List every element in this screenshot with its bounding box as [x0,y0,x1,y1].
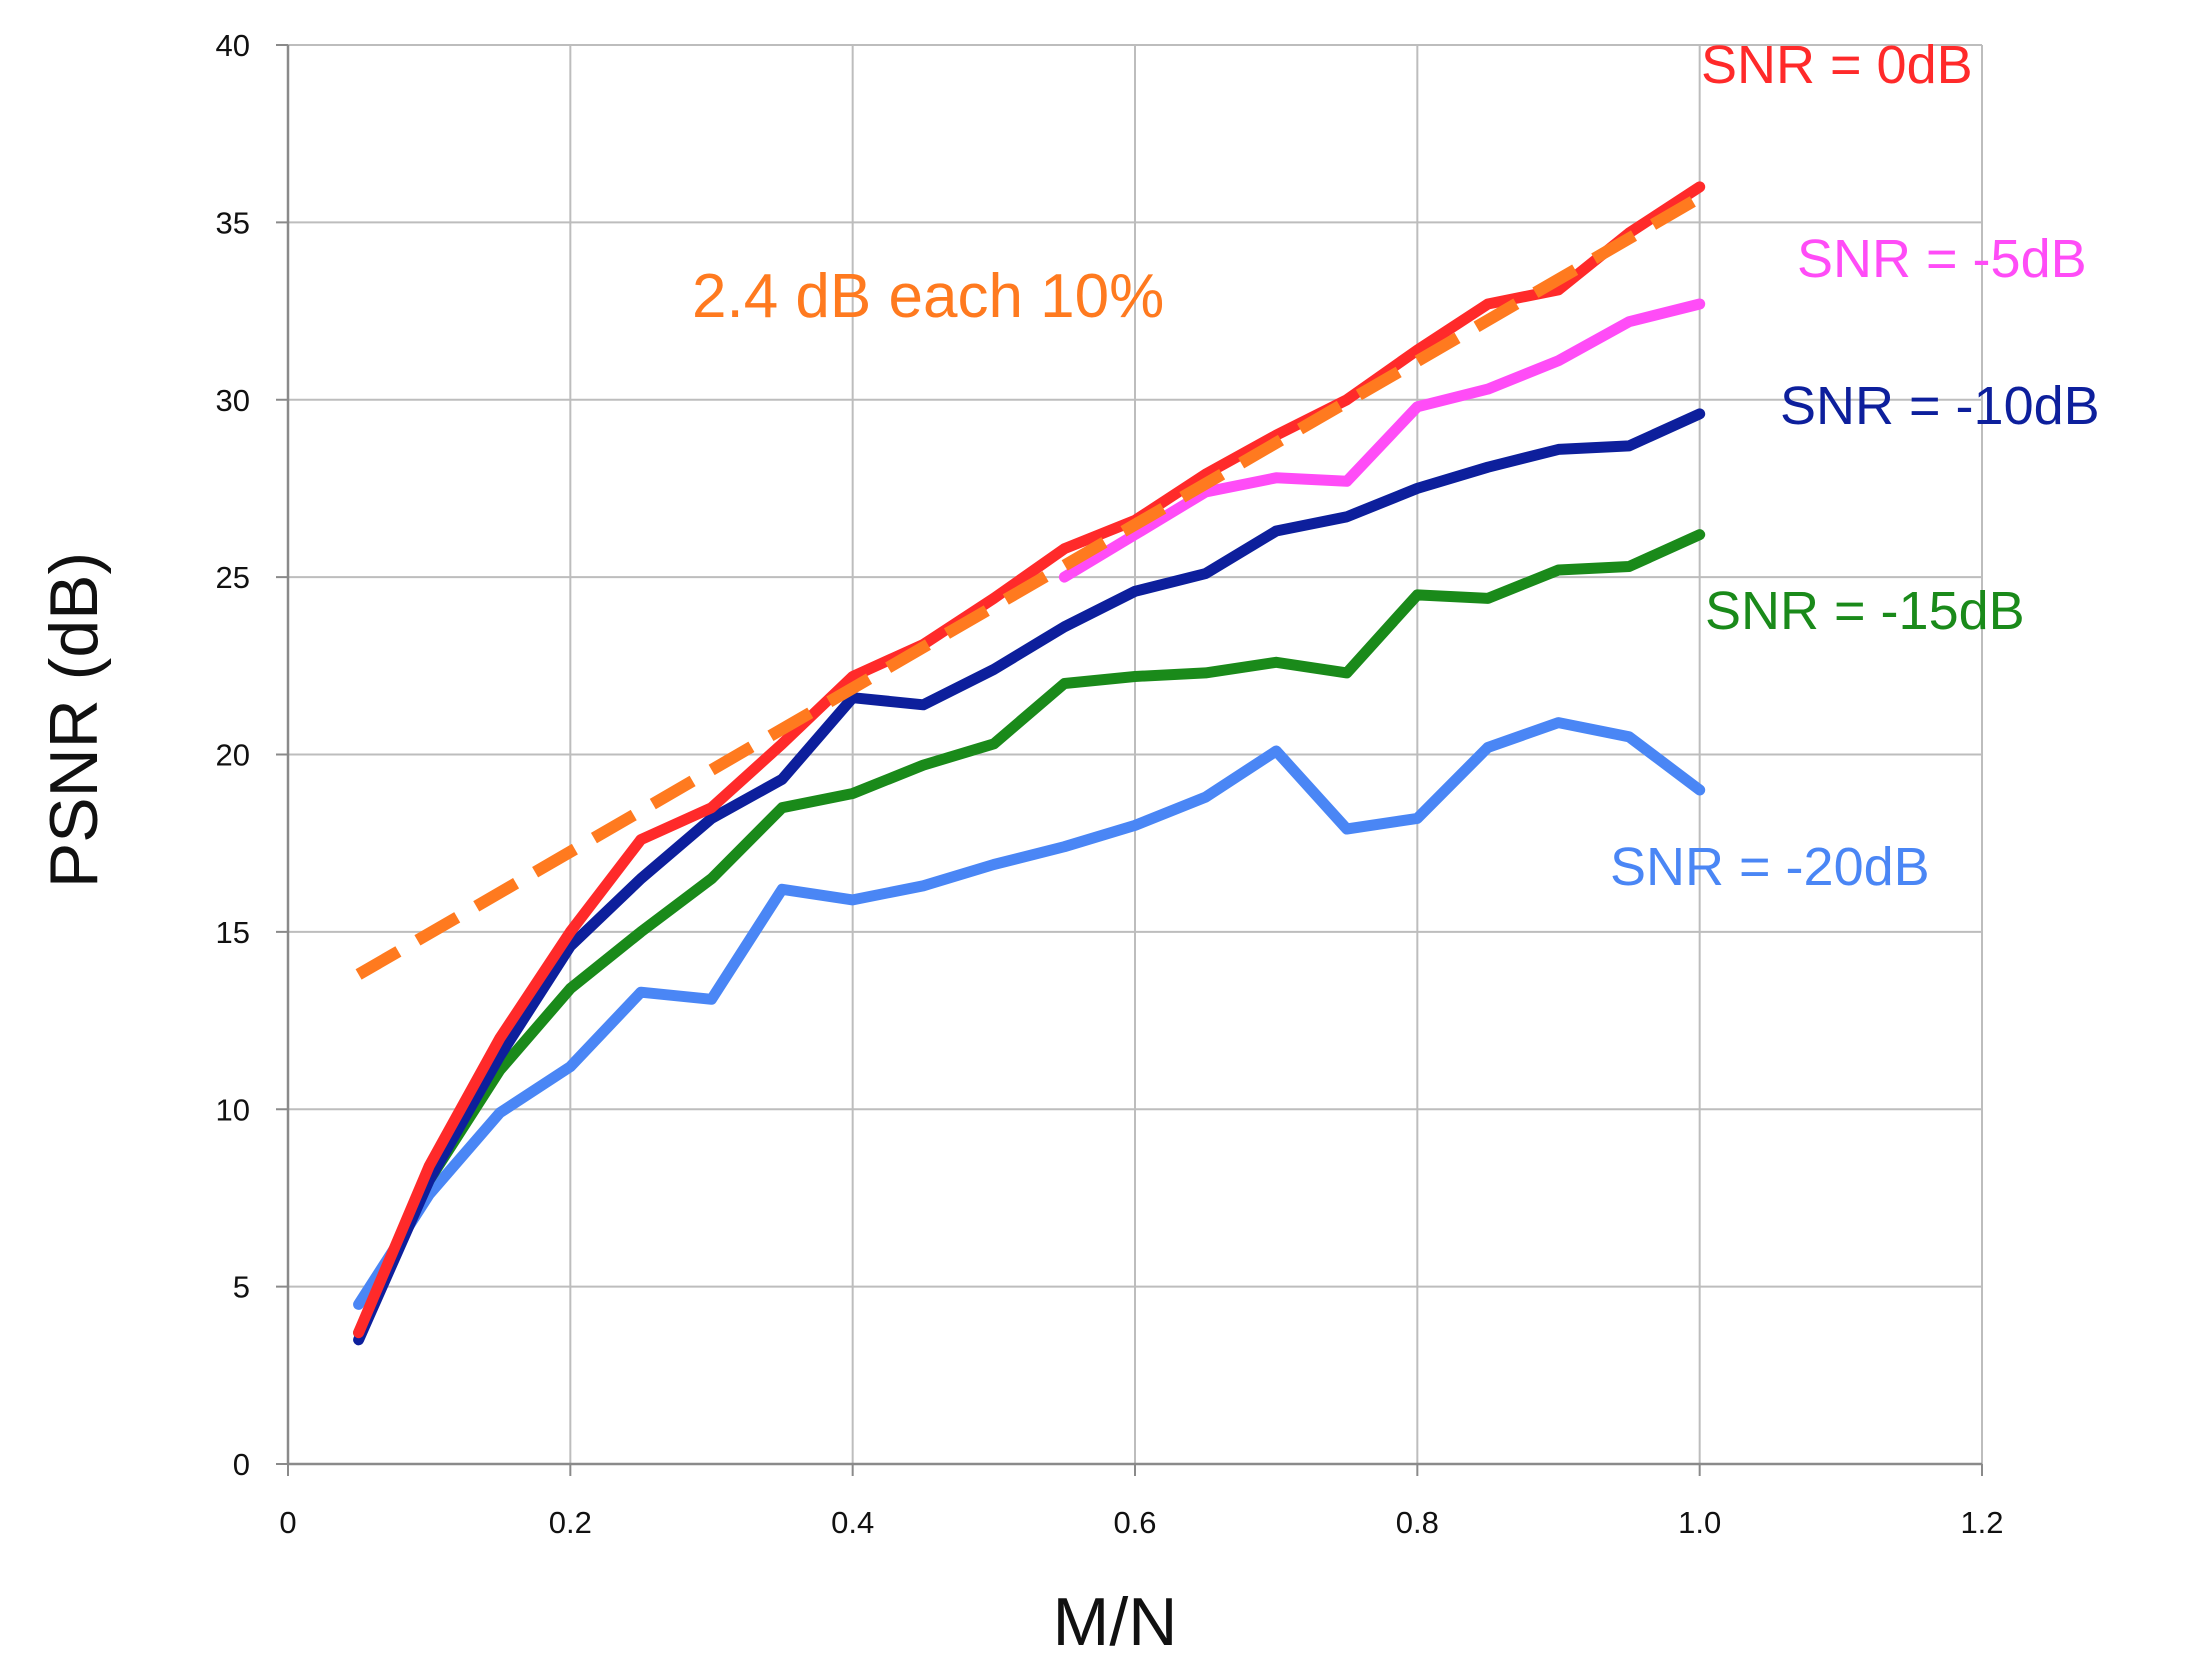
x-tick-label: 0 [279,1505,296,1540]
y-tick-label: 0 [233,1447,250,1482]
series-label-snr-20db: SNR = -20dB [1610,837,1930,897]
series-line-snr-5db [1058,298,1706,583]
series-line-snr-15db [353,529,1706,1339]
trend-line [355,192,1703,980]
y-tick-label: 20 [216,738,250,773]
x-tick-label: 0.6 [1113,1505,1156,1540]
y-tick-label: 15 [216,915,250,950]
series-labels: SNR = 0dB SNR = -5dB SNR = -10dB SNR = -15d… [1610,35,2100,897]
x-tick-label: 1.2 [1960,1505,2003,1540]
y-axis-ticks: 0 5 10 15 20 25 30 35 40 [216,28,250,1482]
trend-annotation: 2.4 dB each 10% [692,262,1164,331]
y-tick-label: 5 [233,1270,250,1305]
series-line-snr-20db [353,717,1706,1310]
series-label-snr-10db: SNR = -10dB [1780,376,2100,436]
axes [276,44,1983,1476]
y-tick-label: 30 [216,383,250,418]
series-label-snr-15db: SNR = -15dB [1705,581,2025,641]
data-series [353,181,1706,1346]
grid-lines [287,44,1983,1465]
x-tick-label: 0.2 [549,1505,592,1540]
x-axis-title: M/N [1053,1584,1178,1660]
x-tick-label: 0.8 [1396,1505,1439,1540]
x-axis-ticks: 0 0.2 0.4 0.6 0.8 1.0 1.2 [279,1505,2003,1540]
series-line-snr-0db [353,181,1706,1339]
y-axis-title: PSNR (dB) [36,552,112,888]
series-label-snr-5db: SNR = -5dB [1797,229,2087,289]
y-tick-label: 40 [216,28,250,63]
series-label-snr-0db: SNR = 0dB [1701,35,1973,95]
y-tick-label: 35 [216,205,250,240]
x-tick-label: 0.4 [831,1505,874,1540]
y-tick-label: 25 [216,560,250,595]
y-tick-label: 10 [216,1092,250,1127]
trend-group: 2.4 dB each 10% [355,192,1703,980]
series-line-snr-10db [353,408,1706,1346]
x-tick-label: 1.0 [1678,1505,1721,1540]
